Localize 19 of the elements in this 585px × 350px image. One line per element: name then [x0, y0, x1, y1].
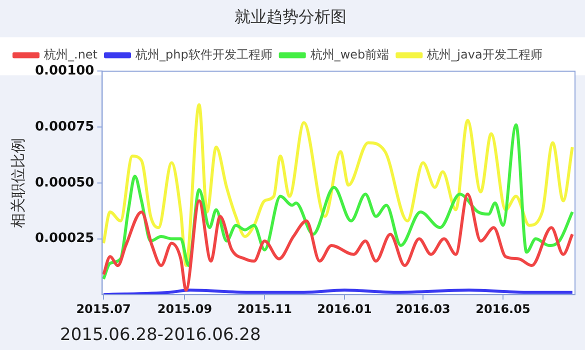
y-tick-label: 0.00100 — [34, 64, 94, 79]
x-tick-label: 2016.01 — [317, 302, 372, 316]
x-tick-label: 2015.09 — [157, 302, 212, 316]
y-tick-label: 0.00025 — [34, 231, 94, 246]
y-tick-label: 0.00050 — [34, 175, 94, 190]
text: 2015.06.28-2016.06.28 — [60, 324, 261, 345]
x-tick-label: 2016.03 — [396, 302, 450, 316]
legend-label: 杭州_java开发工程师 — [426, 47, 542, 62]
line-series — [102, 103, 574, 268]
y-tick-label: 0.00075 — [34, 119, 94, 134]
legend-label: 杭州_web前端 — [309, 47, 390, 62]
y-axis-title: 相关职位比例 — [8, 138, 27, 228]
x-tick-label: 2015.07 — [76, 302, 131, 316]
line-series — [102, 192, 574, 292]
chart-title: 就业趋势分析图 — [234, 6, 346, 26]
legend-label: 杭州_.net — [43, 47, 98, 62]
x-tick-label: 2016.05 — [476, 302, 530, 316]
legend-label: 杭州_php软件开发工程师 — [134, 47, 272, 62]
x-tick-label: 2015.11 — [237, 302, 292, 316]
